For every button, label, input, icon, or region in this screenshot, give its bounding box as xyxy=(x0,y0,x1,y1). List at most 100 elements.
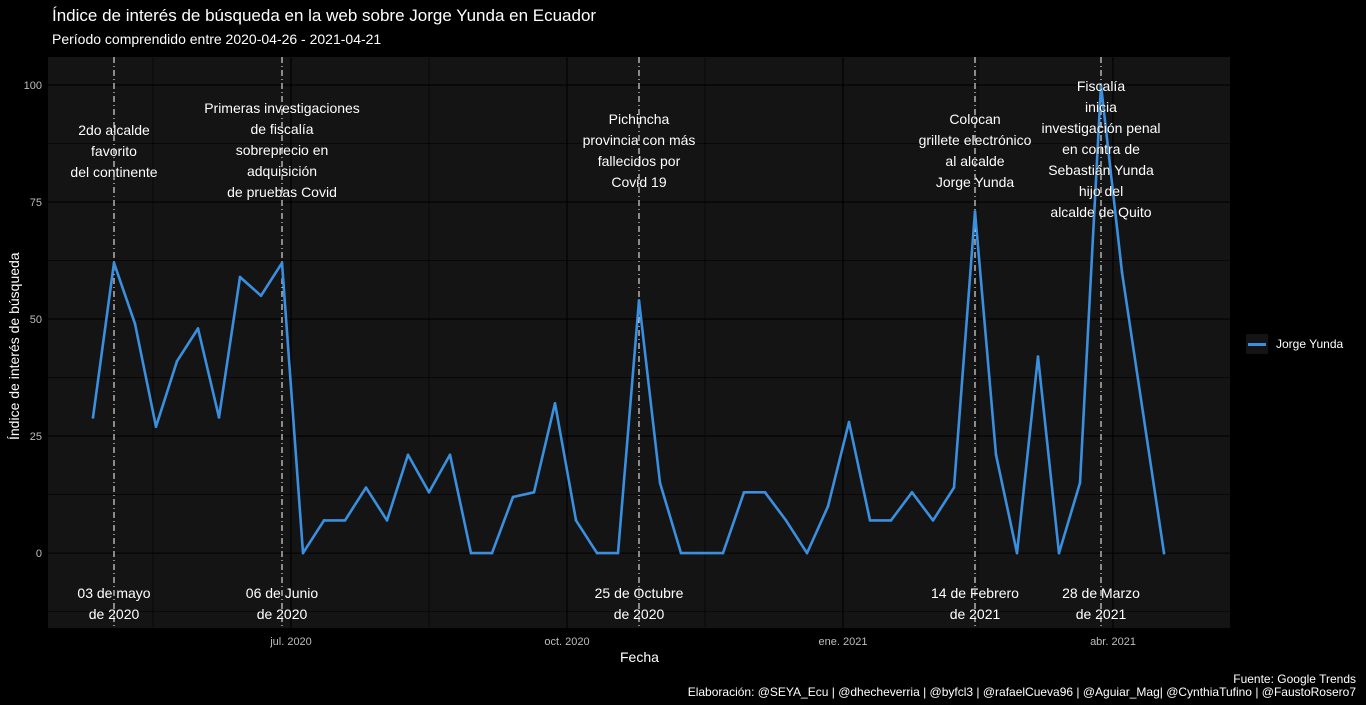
data-point xyxy=(826,505,830,508)
event-date-label: 03 de mayo xyxy=(77,585,150,601)
event-annotation-text: 2do alcalde xyxy=(78,122,150,138)
caption-source: Fuente: Google Trends xyxy=(1233,672,1356,686)
x-axis-ticks: jul. 2020 oct. 2020 ene. 2021 abr. 2021 xyxy=(269,636,1136,648)
event-annotation-text: grillete electrónico xyxy=(919,132,1032,148)
event-annotation-text: del continente xyxy=(70,164,157,180)
y-tick-label: 25 xyxy=(30,431,42,443)
data-point xyxy=(1162,551,1166,555)
event-annotation-text: de fiscalía xyxy=(250,121,313,137)
event-annotation-text: Pichincha xyxy=(609,111,670,127)
major-grid xyxy=(48,57,1230,628)
data-point xyxy=(427,490,431,494)
data-point xyxy=(805,551,809,555)
data-point xyxy=(322,519,326,522)
data-point xyxy=(1120,270,1124,274)
series-layer xyxy=(91,83,1166,555)
x-tick-label: jul. 2020 xyxy=(269,636,312,648)
event-annotation-text: de pruebas Covid xyxy=(227,184,337,200)
x-tick-label: abr. 2021 xyxy=(1090,636,1136,648)
data-point xyxy=(301,551,305,555)
event-date-label: de 2021 xyxy=(950,606,1001,622)
event-annotation-text: alcalde de Quito xyxy=(1050,204,1151,220)
event-date-label: 25 de Octubre xyxy=(595,585,684,601)
y-axis-label: Índice de interés de búsqueda xyxy=(6,252,22,440)
event-annotation-text: investigación penal xyxy=(1041,120,1160,136)
event-annotation-text: inicia xyxy=(1085,99,1117,115)
event-annotation-text: Fiscalía xyxy=(1077,78,1125,94)
event-lines xyxy=(113,57,1102,628)
event-annotation-text: adquisición xyxy=(247,163,317,179)
x-tick-label: oct. 2020 xyxy=(544,636,589,648)
data-point xyxy=(259,294,263,297)
data-point xyxy=(1099,83,1103,87)
data-point xyxy=(133,322,137,326)
data-point xyxy=(154,425,158,429)
data-point xyxy=(343,519,347,522)
legend-label: Jorge Yunda xyxy=(1276,337,1344,351)
data-point xyxy=(616,551,620,555)
event-annotation-text: Sebastián Yunda xyxy=(1048,162,1154,178)
series-line-jorge-yunda xyxy=(91,83,1166,555)
data-point xyxy=(511,495,515,499)
data-point xyxy=(889,519,893,522)
event-annotation-text: Covid 19 xyxy=(611,174,666,190)
y-tick-label: 100 xyxy=(24,80,42,92)
event-date-label: 28 de Marzo xyxy=(1062,585,1140,601)
data-point xyxy=(280,261,284,265)
data-point xyxy=(1141,411,1145,415)
caption-credits: Elaboración: @SEYA_Ecu | @dhecheverria |… xyxy=(687,685,1356,699)
data-point xyxy=(637,299,641,302)
data-point xyxy=(700,551,704,555)
data-point xyxy=(364,486,368,489)
chart-subtitle: Período comprendido entre 2020-04-26 - 2… xyxy=(52,31,382,47)
data-point xyxy=(763,490,767,494)
caption: Fuente: Google Trends Elaboración: @SEYA… xyxy=(688,673,1356,699)
minor-grid xyxy=(48,57,1230,628)
data-point xyxy=(1036,355,1040,358)
data-point xyxy=(406,453,410,457)
data-point xyxy=(952,486,956,489)
data-point xyxy=(1057,551,1061,555)
event-date-label: de 2020 xyxy=(614,606,665,622)
y-axis-ticks: 0 25 50 75 100 xyxy=(24,80,42,560)
y-tick-label: 50 xyxy=(30,314,42,326)
event-date-label: 14 de Febrero xyxy=(931,585,1019,601)
data-point xyxy=(973,210,977,213)
x-tick-label: ene. 2021 xyxy=(819,636,868,648)
data-point xyxy=(196,327,200,330)
data-point xyxy=(112,261,116,265)
legend-key-jorge-yunda xyxy=(1246,334,1268,354)
data-point xyxy=(595,551,599,555)
event-date-label: de 2021 xyxy=(1076,606,1127,622)
event-annotation-text: en contra de xyxy=(1062,141,1140,157)
event-annotation-text: favorito xyxy=(91,143,137,159)
data-point xyxy=(721,551,725,555)
data-point xyxy=(238,275,242,279)
event-date-label: 06 de Junio xyxy=(246,585,319,601)
data-point xyxy=(931,519,935,522)
legend: Jorge Yunda xyxy=(1246,334,1343,354)
chart-title: Índice de interés de búsqueda en la web … xyxy=(52,6,597,25)
data-point xyxy=(742,490,746,494)
y-tick-label: 0 xyxy=(36,548,42,560)
data-point xyxy=(574,519,578,522)
event-annotation-text: Primeras investigaciones xyxy=(204,100,360,116)
data-point xyxy=(658,481,662,485)
data-point xyxy=(490,551,494,555)
event-annotation-text: fallecidos por xyxy=(598,153,681,169)
event-annotation-text: Colocan xyxy=(949,111,1000,127)
event-annotation-text: sobreprecio en xyxy=(236,142,329,158)
x-axis-label: Fecha xyxy=(620,649,659,665)
data-point xyxy=(994,453,998,457)
event-date-label: de 2020 xyxy=(89,606,140,622)
data-point xyxy=(469,551,473,555)
event-annotation-text: provincia con más xyxy=(583,132,696,148)
annotation-layer: 2do alcalde favorito del continente 03 de m… xyxy=(70,78,1161,622)
data-point xyxy=(679,551,683,555)
data-point xyxy=(1078,481,1082,485)
event-annotation-text: Jorge Yunda xyxy=(936,174,1015,190)
data-point xyxy=(784,519,788,522)
event-date-label: de 2020 xyxy=(257,606,308,622)
data-point xyxy=(1015,551,1019,555)
